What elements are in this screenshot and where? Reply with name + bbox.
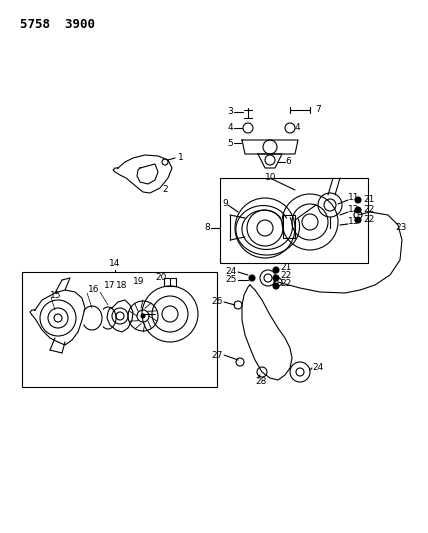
Text: 7: 7 <box>315 106 321 115</box>
Text: 15: 15 <box>50 290 62 300</box>
Bar <box>22 272 217 387</box>
Bar <box>220 178 368 263</box>
Text: 21: 21 <box>363 196 374 205</box>
Text: 6: 6 <box>285 157 291 166</box>
Text: 22: 22 <box>363 206 374 214</box>
Text: 26: 26 <box>211 297 223 306</box>
Text: 28: 28 <box>255 377 266 386</box>
Text: 24: 24 <box>312 364 323 373</box>
Text: 4: 4 <box>227 124 233 133</box>
Text: 3: 3 <box>227 108 233 117</box>
Text: 12: 12 <box>348 206 360 214</box>
Circle shape <box>355 217 361 223</box>
Text: 17: 17 <box>104 280 116 289</box>
Circle shape <box>355 207 361 213</box>
Text: 11: 11 <box>348 193 360 203</box>
Text: 22: 22 <box>363 215 374 224</box>
Text: 25: 25 <box>226 276 237 285</box>
Text: 24: 24 <box>226 268 237 277</box>
Text: 5758  3900: 5758 3900 <box>20 18 95 31</box>
Text: 2: 2 <box>162 185 168 195</box>
Circle shape <box>273 267 279 273</box>
Text: 22: 22 <box>280 279 291 288</box>
Text: 21: 21 <box>280 263 291 272</box>
Text: 13: 13 <box>348 217 360 227</box>
Text: 20: 20 <box>155 273 166 282</box>
Text: 23: 23 <box>395 223 406 232</box>
Text: 1: 1 <box>178 154 184 163</box>
Text: 5: 5 <box>227 139 233 148</box>
Text: 27: 27 <box>211 351 223 359</box>
Text: 10: 10 <box>265 173 276 182</box>
Text: 9: 9 <box>222 198 228 207</box>
Circle shape <box>355 197 361 203</box>
Text: 22: 22 <box>280 271 291 280</box>
Circle shape <box>249 275 255 281</box>
Text: 14: 14 <box>109 259 121 268</box>
Text: 16: 16 <box>88 286 99 295</box>
Circle shape <box>273 275 279 281</box>
Circle shape <box>273 283 279 289</box>
Text: 8: 8 <box>204 223 210 232</box>
Text: 4: 4 <box>295 124 300 133</box>
Text: 19: 19 <box>133 278 145 287</box>
Circle shape <box>141 314 145 318</box>
Text: 18: 18 <box>116 280 128 289</box>
